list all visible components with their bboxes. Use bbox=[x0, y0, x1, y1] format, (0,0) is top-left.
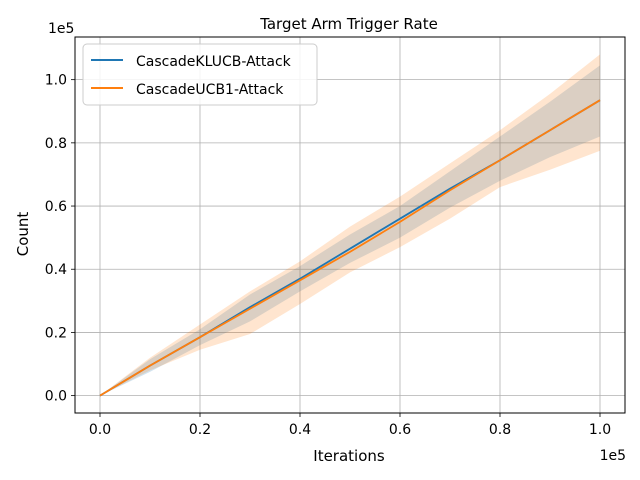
y-tick-label: 0.8 bbox=[45, 136, 67, 152]
x-tick-label: 0.2 bbox=[189, 422, 211, 438]
plot-frame bbox=[74, 36, 626, 414]
y-tick-label: 0.6 bbox=[45, 199, 67, 215]
legend: CascadeKLUCB-Attack CascadeUCB1-Attack bbox=[82, 43, 318, 106]
y-offset-text: 1e5 bbox=[48, 21, 74, 37]
y-axis-label: Count bbox=[14, 212, 32, 257]
band-kl-ucb bbox=[100, 65, 600, 396]
chart-title: Target Arm Trigger Rate bbox=[259, 15, 438, 33]
band-ucb1 bbox=[100, 54, 600, 396]
x-axis-label: Iterations bbox=[313, 447, 385, 465]
x-offset-text: 1e5 bbox=[600, 448, 626, 464]
confidence-bands bbox=[100, 54, 600, 396]
series-line-ucb1 bbox=[99, 99, 601, 397]
x-axis-ticks: 0.0 0.2 0.4 0.6 0.8 1.0 bbox=[89, 413, 611, 438]
x-tick-label: 1.0 bbox=[589, 422, 611, 438]
y-tick-label: 0.2 bbox=[45, 325, 67, 341]
legend-box bbox=[82, 43, 318, 106]
x-tick-label: 0.8 bbox=[489, 422, 511, 438]
x-tick-label: 0.6 bbox=[389, 422, 411, 438]
y-axis-ticks: 0.0 0.2 0.4 0.6 0.8 1.0 bbox=[45, 73, 75, 405]
series-lines bbox=[99, 99, 601, 397]
legend-label-ucb1: CascadeUCB1-Attack bbox=[136, 82, 284, 98]
x-tick-label: 0.0 bbox=[89, 422, 111, 438]
x-tick-label: 0.4 bbox=[289, 422, 311, 438]
y-tick-label: 0.4 bbox=[45, 262, 67, 278]
y-tick-label: 0.0 bbox=[45, 389, 67, 405]
legend-label-kl-ucb: CascadeKLUCB-Attack bbox=[136, 54, 292, 70]
y-tick-label: 1.0 bbox=[45, 73, 67, 89]
